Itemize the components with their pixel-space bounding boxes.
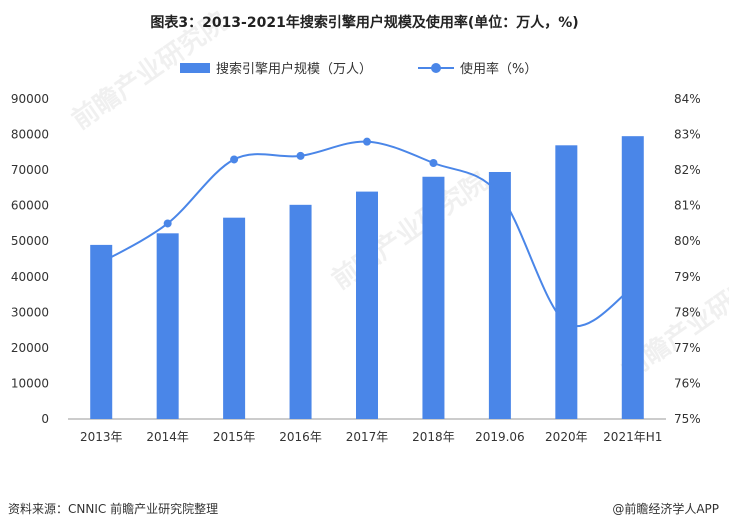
bar [621, 136, 644, 420]
y-left-tick-label: 90000 [11, 92, 49, 106]
bar [223, 217, 246, 419]
y-left-tick-label: 80000 [11, 128, 49, 142]
legend-label-bar: 搜索引擎用户规模（万人） [216, 62, 373, 77]
bar [90, 244, 113, 419]
y-right-tick-label: 81% [674, 199, 701, 213]
bar [488, 171, 511, 419]
legend-label-line: 使用率（%） [460, 62, 538, 77]
y-right-tick-label: 78% [674, 305, 701, 319]
y-left-tick-label: 70000 [11, 163, 49, 177]
x-tick-label: 2017年 [346, 430, 389, 444]
y-right-tick-label: 80% [674, 234, 701, 248]
bar [289, 204, 312, 419]
y-left-tick-label: 0 [41, 412, 49, 426]
chart-legend: 搜索引擎用户规模（万人） 使用率（%） [0, 58, 729, 78]
x-tick-label: 2016年 [279, 430, 322, 444]
bar [555, 145, 578, 419]
watermark-text: 前瞻产业研究院 [66, 6, 233, 136]
y-left-tick-label: 60000 [11, 199, 49, 213]
usage-rate-point [230, 155, 239, 164]
y-left-tick-label: 30000 [11, 305, 49, 319]
y-right-tick-label: 82% [674, 163, 701, 177]
usage-rate-point [429, 159, 438, 167]
usage-rate-point [363, 137, 371, 146]
legend-line-swatch [418, 62, 454, 73]
y-right-tick-label: 83% [674, 128, 701, 142]
bar [156, 233, 179, 419]
bar [356, 191, 378, 419]
x-tick-label: 2021年H1 [603, 430, 662, 444]
y-right-tick-label: 77% [674, 341, 701, 355]
bar [422, 176, 445, 419]
x-tick-label: 2020年 [545, 430, 588, 444]
x-tick-label: 2019.06 [475, 430, 525, 444]
usage-rate-point [296, 151, 305, 160]
watermark-text: 前瞻产业研究院 [326, 166, 493, 296]
y-left-tick-label: 20000 [11, 341, 49, 355]
combo-chart: 前瞻产业研究院前瞻产业研究院前瞻产业研究院0100002000030000400… [11, 6, 729, 444]
y-left-tick-label: 10000 [11, 376, 49, 390]
usage-rate-point [163, 219, 172, 228]
y-left-tick-label: 40000 [11, 270, 49, 284]
x-tick-label: 2013年 [80, 430, 123, 444]
y-right-tick-label: 79% [674, 270, 701, 284]
y-left-tick-label: 50000 [11, 234, 49, 248]
y-right-tick-label: 84% [674, 92, 701, 106]
usage-rate-line [100, 140, 634, 327]
brand-credit: @前瞻经济学人APP [612, 502, 719, 516]
x-tick-label: 2015年 [213, 430, 256, 444]
legend-item-line: 使用率（%） [418, 58, 537, 77]
footer: 资料来源：CNNIC 前瞻产业研究院整理 @前瞻经济学人APP [0, 494, 729, 524]
chart-title: 图表3：2013-2021年搜索引擎用户规模及使用率(单位：万人，%) [150, 15, 579, 31]
y-right-tick-label: 75% [674, 412, 701, 426]
x-tick-label: 2014年 [146, 430, 189, 444]
source-note: 资料来源：CNNIC 前瞻产业研究院整理 [8, 502, 219, 516]
usage-rate-point [97, 258, 106, 267]
legend-bar-swatch [180, 62, 210, 73]
x-tick-label: 2018年 [412, 430, 455, 444]
y-right-tick-label: 76% [674, 376, 701, 390]
legend-item-bar: 搜索引擎用户规模（万人） [180, 58, 372, 77]
